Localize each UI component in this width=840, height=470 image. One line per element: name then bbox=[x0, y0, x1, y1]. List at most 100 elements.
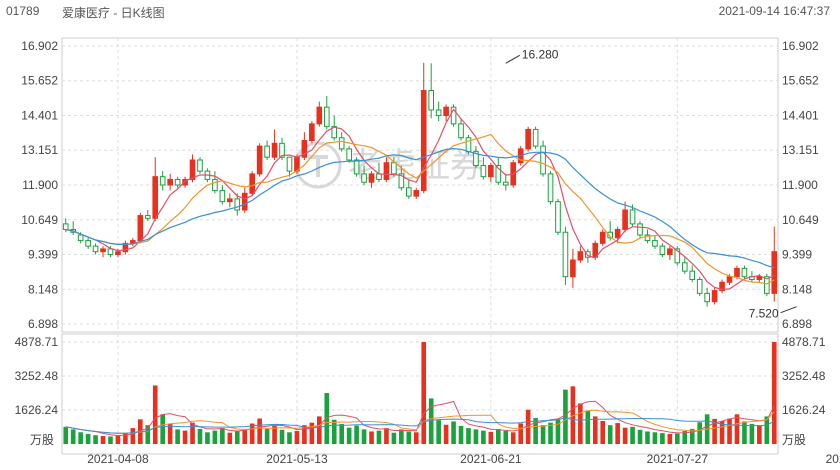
candle-body bbox=[629, 209, 636, 225]
volume-bar bbox=[689, 428, 695, 444]
annotation-max-label: 16.280 bbox=[522, 47, 559, 61]
date-tick-label: 2021-08-31 bbox=[826, 452, 840, 466]
candle-body bbox=[62, 223, 69, 230]
candle-body bbox=[585, 251, 591, 258]
candle-body bbox=[256, 145, 263, 175]
volume-bar bbox=[578, 403, 583, 444]
candle-body bbox=[450, 106, 457, 125]
volume-bar bbox=[264, 428, 270, 444]
volume-bar bbox=[652, 432, 658, 444]
volume-bar bbox=[309, 422, 315, 444]
volume-bar bbox=[167, 423, 173, 444]
volume-bar bbox=[130, 428, 136, 444]
volume-bar bbox=[279, 429, 285, 444]
candle-body bbox=[406, 187, 412, 197]
candle-body bbox=[338, 137, 345, 150]
volume-bar bbox=[287, 432, 292, 444]
volume-bar bbox=[585, 410, 591, 444]
candle-body bbox=[323, 106, 330, 128]
volume-bar bbox=[242, 428, 248, 444]
volume-bar bbox=[607, 425, 613, 444]
volume-bar bbox=[272, 426, 277, 444]
grid-lines bbox=[61, 37, 779, 455]
volume-bar bbox=[197, 428, 203, 444]
candle-body bbox=[502, 181, 509, 186]
candle-body bbox=[488, 165, 494, 178]
price-tick-label-right: 16.902 bbox=[782, 39, 819, 53]
volume-bar bbox=[205, 432, 210, 444]
candle-body bbox=[570, 259, 576, 278]
price-tick-label-left: 6.898 bbox=[28, 317, 58, 331]
candle-body bbox=[227, 198, 233, 203]
candle-body bbox=[420, 90, 427, 192]
volume-bar bbox=[182, 430, 188, 444]
candle-body bbox=[100, 248, 106, 253]
volume-bar bbox=[108, 436, 113, 444]
date-tick-label: 2021-07-27 bbox=[647, 452, 709, 466]
candle-body bbox=[614, 228, 621, 239]
candle-body bbox=[637, 223, 643, 236]
candle-body bbox=[644, 234, 651, 242]
volume-bar bbox=[555, 418, 561, 444]
candle-body bbox=[271, 142, 278, 158]
volume-bar bbox=[302, 425, 307, 444]
volume-bar bbox=[615, 423, 620, 444]
volume-bar bbox=[257, 418, 262, 444]
annotation-min-pointer bbox=[780, 306, 797, 314]
candle-body bbox=[383, 162, 390, 180]
volume-bar bbox=[675, 433, 680, 444]
candle-body bbox=[704, 292, 710, 303]
volume-bar bbox=[384, 428, 389, 444]
volume-bar bbox=[369, 431, 374, 444]
watermark-text: 老虎证券 bbox=[348, 147, 484, 185]
volume-bar bbox=[100, 436, 106, 444]
volume-bar bbox=[481, 430, 486, 444]
price-tick-label-right: 6.898 bbox=[782, 317, 812, 331]
candle-body bbox=[734, 267, 740, 278]
volume-bar bbox=[630, 426, 635, 444]
volume-bar bbox=[660, 433, 665, 444]
volume-bar bbox=[160, 414, 165, 444]
annotations-layer: 16.280 7.520 bbox=[505, 47, 797, 321]
candle-body bbox=[182, 178, 188, 186]
volume-unit-label-left: 万股 bbox=[30, 433, 54, 447]
volume-bar bbox=[473, 429, 479, 444]
volume-bar bbox=[451, 421, 456, 444]
volume-tick-label-right: 3252.48 bbox=[782, 369, 826, 383]
volume-bar bbox=[503, 431, 509, 444]
candle-body bbox=[391, 162, 397, 175]
price-tick-label-left: 16.902 bbox=[21, 39, 58, 53]
candle-body bbox=[309, 123, 315, 142]
candle-body bbox=[346, 148, 352, 161]
candle-body bbox=[144, 215, 151, 219]
candle-body bbox=[525, 128, 531, 150]
volume-bar bbox=[592, 416, 598, 444]
chart-title: 爱康医疗 - 日K线图 bbox=[62, 6, 165, 20]
volume-tick-label-left: 4878.71 bbox=[15, 335, 59, 349]
candle-body bbox=[547, 173, 554, 203]
volume-bar bbox=[496, 428, 501, 444]
candle-body bbox=[92, 245, 99, 253]
candle-body bbox=[562, 231, 569, 278]
candle-body bbox=[726, 276, 733, 283]
ma10-line bbox=[65, 133, 775, 285]
date-tick-label: 2021-04-08 bbox=[87, 452, 149, 466]
volume-bar bbox=[376, 430, 382, 444]
volume-bar bbox=[540, 425, 546, 444]
volume-bar bbox=[220, 428, 225, 444]
candle-body bbox=[137, 215, 144, 242]
volume-bar bbox=[346, 427, 352, 444]
candle-body bbox=[771, 251, 778, 294]
volume-bar bbox=[331, 419, 337, 444]
volume-bar bbox=[249, 423, 255, 444]
price-tick-label-left: 9.399 bbox=[28, 248, 58, 262]
volume-bar bbox=[317, 416, 322, 444]
candle-body bbox=[398, 173, 405, 189]
volume-bar bbox=[190, 422, 195, 444]
volume-bar bbox=[85, 433, 91, 444]
price-tick-label-right: 15.652 bbox=[782, 74, 819, 88]
candle-body bbox=[115, 251, 121, 255]
candle-body bbox=[264, 145, 270, 158]
watermark-logo-mark bbox=[308, 155, 328, 177]
